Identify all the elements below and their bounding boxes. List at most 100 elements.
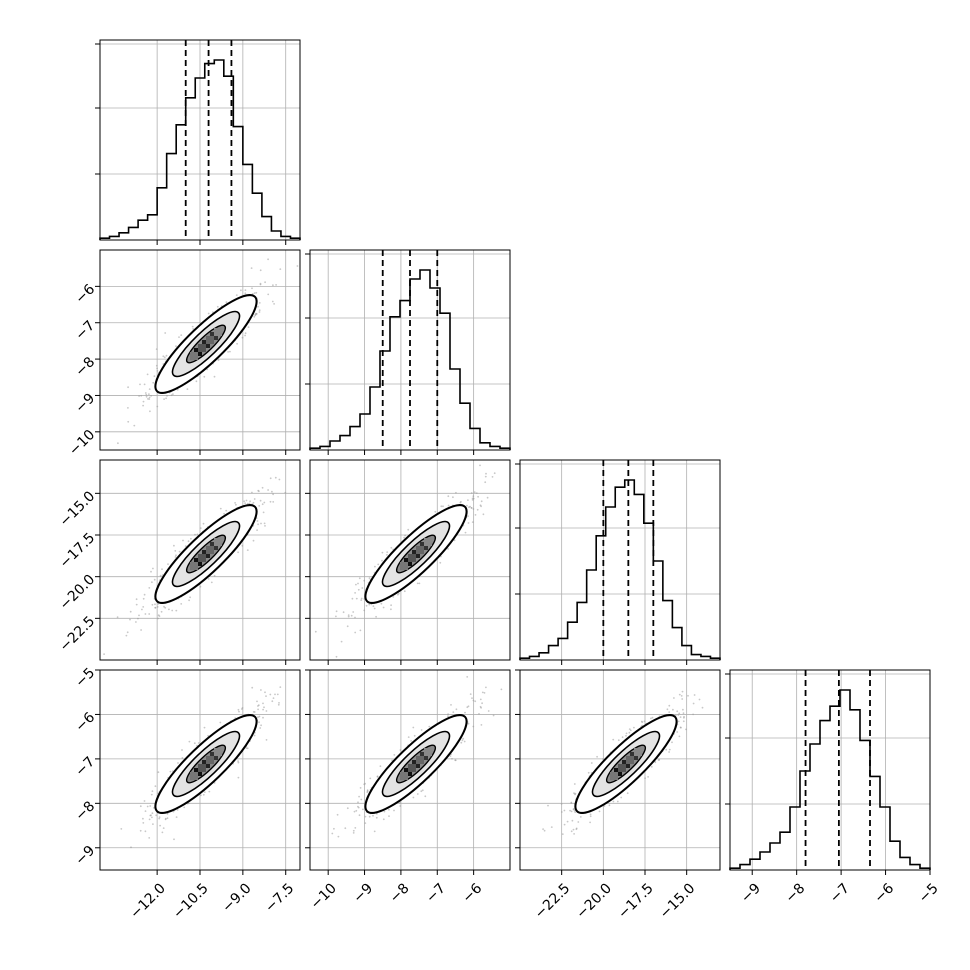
scatter-point: [352, 832, 355, 834]
scatter-point: [139, 805, 142, 808]
scatter-point: [135, 621, 137, 623]
scatter-point: [372, 814, 374, 817]
scatter-point: [203, 791, 206, 793]
scatter-point: [483, 692, 486, 694]
scatter-point: [148, 388, 151, 390]
scatter-point: [337, 835, 340, 838]
scatter-point: [251, 287, 253, 290]
scatter-point: [155, 348, 158, 350]
scatter-point: [130, 846, 132, 849]
scatter-point: [260, 724, 262, 727]
scatter-point: [191, 325, 194, 328]
scatter-point: [164, 606, 167, 609]
scatter-point: [574, 811, 577, 813]
scatter-point: [272, 284, 274, 287]
scatter-point: [687, 694, 689, 697]
scatter-point: [263, 522, 266, 525]
scatter-point: [351, 597, 354, 600]
scatter-point: [182, 539, 184, 542]
scatter-point: [269, 477, 272, 480]
scatter-point: [477, 495, 479, 498]
scatter-point: [692, 702, 695, 705]
scatter-point: [173, 544, 175, 547]
scatter-point: [259, 269, 262, 272]
scatter-point: [701, 706, 704, 709]
histogram-2: [519, 459, 721, 661]
scatter-point: [447, 495, 450, 498]
scatter-point: [158, 816, 161, 818]
scatter-point: [360, 599, 363, 601]
hist2d-cell: [214, 328, 222, 336]
scatter-point: [480, 724, 483, 726]
scatter-point: [278, 702, 280, 704]
scatter-point: [369, 777, 372, 780]
scatter-point: [589, 815, 592, 818]
scatter-point: [475, 492, 478, 494]
scatter-point: [468, 506, 470, 509]
scatter-point: [672, 708, 674, 711]
scatter-point: [492, 714, 495, 717]
scatter-point: [479, 698, 482, 701]
scatter-point: [480, 706, 482, 709]
scatter-point: [560, 811, 563, 813]
scatter-point: [364, 822, 367, 824]
scatter-point: [407, 528, 410, 531]
hist2d-cell: [626, 756, 634, 764]
scatter-panel-2-1: [309, 459, 511, 661]
scatter-point: [416, 793, 419, 795]
scatter-point: [207, 312, 210, 315]
scatter-point: [377, 563, 380, 566]
scatter-point: [314, 630, 317, 633]
scatter-point: [354, 592, 356, 594]
scatter-point: [159, 574, 162, 577]
scatter-point: [252, 539, 255, 542]
scatter-point: [347, 614, 350, 616]
scatter-point: [184, 545, 187, 547]
scatter-point: [167, 563, 169, 565]
scatter-point: [355, 597, 358, 600]
scatter-point: [466, 676, 469, 678]
scatter-point: [192, 328, 195, 330]
scatter-point: [679, 716, 682, 718]
scatter-point: [199, 585, 202, 588]
scatter-point: [620, 796, 623, 799]
hist2d-cell: [198, 344, 206, 352]
scatter-point: [410, 740, 412, 742]
scatter-point: [447, 713, 449, 716]
scatter-point: [257, 704, 260, 707]
scatter-point: [259, 727, 262, 729]
scatter-point: [678, 693, 681, 696]
scatter-point: [462, 737, 465, 740]
scatter-point: [467, 499, 469, 501]
scatter-point: [682, 712, 685, 715]
scatter-point: [668, 704, 671, 707]
scatter-point: [284, 491, 287, 494]
scatter-point: [570, 830, 573, 833]
scatter-point: [357, 582, 359, 585]
scatter-point: [143, 800, 146, 802]
hist2d-cell: [408, 554, 416, 562]
scatter-point: [366, 790, 369, 793]
scatter-point: [244, 334, 247, 337]
scatter-point: [261, 486, 264, 489]
scatter-point: [626, 792, 629, 795]
scatter-point: [129, 618, 131, 621]
scatter-point: [451, 757, 453, 760]
scatter-point: [676, 731, 679, 733]
scatter-point: [238, 710, 240, 713]
scatter-point: [142, 597, 145, 600]
scatter-point: [175, 609, 178, 612]
scatter-point: [666, 708, 669, 711]
scatter-point: [359, 787, 362, 789]
scatter-point: [474, 514, 477, 516]
scatter-point: [156, 370, 159, 372]
scatter-point: [668, 711, 671, 713]
scatter-point: [153, 578, 156, 581]
scatter-panel-3-2: [519, 669, 721, 871]
scatter-point: [365, 604, 368, 607]
hist2d-cell: [206, 336, 214, 344]
scatter-point: [126, 631, 129, 634]
scatter-point: [139, 829, 142, 832]
scatter-point: [363, 609, 366, 612]
scatter-point: [550, 826, 553, 828]
